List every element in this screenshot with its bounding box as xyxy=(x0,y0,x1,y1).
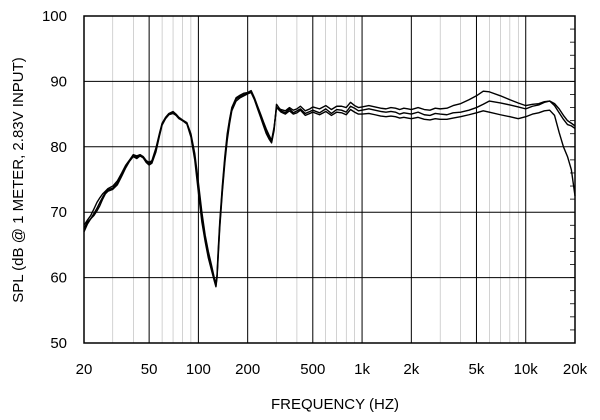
x-tick-labels: 20 50 100 200 500 1k 2k 5k 10k 20k xyxy=(76,361,588,378)
x-tick-label: 200 xyxy=(235,361,260,378)
response-curve-3 xyxy=(83,91,576,287)
y-tick-labels: 50 60 70 80 90 100 xyxy=(42,8,67,352)
series-group xyxy=(83,89,576,288)
response-curve-2 xyxy=(83,89,576,285)
x-tick-label: 2k xyxy=(403,361,419,378)
grid xyxy=(83,15,576,344)
y-axis-label: SPL (dB @ 1 METER, 2.83V INPUT) xyxy=(10,57,27,303)
x-tick-label: 1k xyxy=(354,361,370,378)
x-tick-label: 10k xyxy=(514,361,539,378)
y-tick-label: 70 xyxy=(50,204,67,221)
x-tick-label: 20k xyxy=(563,361,588,378)
response-curve-1 xyxy=(83,91,576,288)
x-tick-label: 500 xyxy=(300,361,325,378)
y-tick-label: 80 xyxy=(50,139,67,156)
x-tick-label: 50 xyxy=(141,361,158,378)
x-tick-label: 5k xyxy=(469,361,485,378)
x-tick-label: 100 xyxy=(186,361,211,378)
y-tick-label: 90 xyxy=(50,73,67,90)
x-tick-label: 20 xyxy=(76,361,93,378)
y-tick-label: 100 xyxy=(42,8,67,25)
y-tick-label: 60 xyxy=(50,270,67,287)
x-axis-label: FREQUENCY (HZ) xyxy=(271,396,399,413)
plot-frame xyxy=(83,15,576,344)
y-tick-label: 50 xyxy=(50,335,67,352)
